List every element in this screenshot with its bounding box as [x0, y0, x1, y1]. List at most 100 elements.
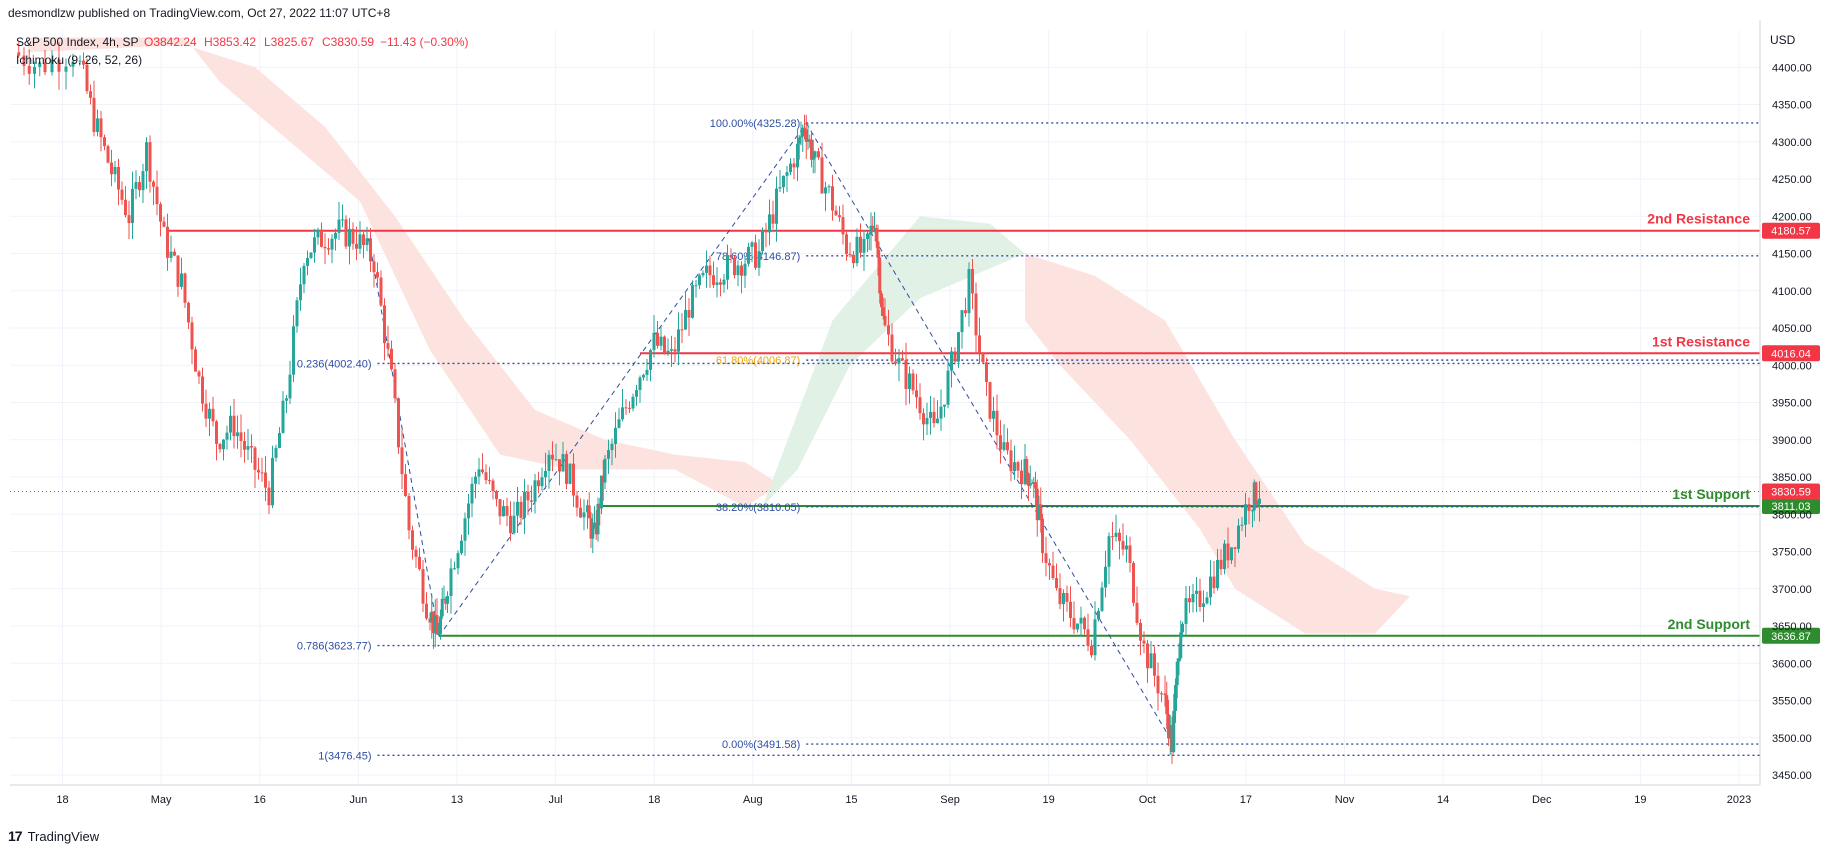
candle-up [337, 219, 341, 233]
candle-up [50, 59, 54, 73]
candle-up [1205, 597, 1209, 604]
candle-down [148, 142, 152, 182]
candle-up [236, 432, 239, 437]
high-value: H3853.42 [204, 35, 256, 49]
level-price-tag [1762, 222, 1820, 239]
level-name: 2nd Resistance [1647, 211, 1750, 227]
x-tick-label: 18 [56, 794, 68, 806]
candle-up [600, 475, 603, 509]
candle-down [1009, 450, 1013, 472]
low-value: L3825.67 [264, 35, 314, 49]
candle-down [663, 336, 666, 353]
candle-up [811, 157, 815, 160]
candle-up [222, 439, 225, 450]
chart-axes: 4400.00 4350.00 4300.00 4250.00 4200.00 4150.… [10, 20, 1812, 806]
candle-up [603, 458, 607, 483]
candle-down [565, 454, 568, 484]
candle-down [1090, 645, 1093, 656]
candle-down [218, 443, 222, 450]
candle-down [1128, 545, 1132, 563]
open-value: O3842.24 [144, 35, 197, 49]
candle-down [1212, 576, 1216, 589]
candle-down [386, 343, 390, 349]
level-price-label: 3811.03 [1772, 501, 1811, 513]
candle-down [190, 322, 194, 350]
candle-up [292, 326, 295, 375]
candle-down [390, 348, 393, 370]
y-tick-label: 3500.00 [1772, 733, 1812, 745]
candle-up [1202, 603, 1205, 607]
candle-down [99, 118, 103, 138]
candle-up [208, 408, 211, 419]
candle-down [411, 530, 414, 550]
candle-down [1233, 547, 1237, 549]
candle-up [288, 374, 292, 399]
candle-up [145, 142, 148, 172]
candle-down [1058, 588, 1062, 605]
candle-down [598, 503, 602, 509]
candle-up [1191, 593, 1195, 603]
candle-up [939, 406, 943, 419]
candle-down [1163, 693, 1167, 696]
candle-down [848, 253, 852, 255]
currency-label: USD [1770, 33, 1796, 47]
candle-down [708, 265, 712, 276]
candle-up [1181, 623, 1184, 633]
fibonacci-levels: 100.00%(4325.28)78.60%(4146.87)61.80%(40… [297, 118, 1760, 762]
candle-down [1167, 714, 1170, 739]
candle-up [180, 273, 183, 287]
candle-up [782, 175, 785, 188]
candle-up [330, 238, 334, 250]
candle-down [194, 349, 197, 372]
candle-up [992, 410, 995, 419]
candle-up [631, 396, 635, 409]
candle-up [1244, 504, 1247, 525]
candle-down [215, 421, 218, 444]
candle-up [1168, 725, 1172, 739]
candle-up [442, 598, 446, 600]
y-tick-label: 3950.00 [1772, 398, 1812, 410]
candle-down [257, 469, 260, 473]
candle-up [1023, 458, 1027, 485]
candle-up [131, 188, 134, 224]
candle-up [801, 127, 805, 137]
candle-up [33, 66, 36, 74]
candle-down [1055, 577, 1058, 589]
candle-down [372, 261, 376, 273]
candle-down [974, 293, 978, 336]
x-tick-label: Jul [549, 794, 563, 806]
candle-down [397, 398, 400, 448]
candle-down [43, 62, 47, 73]
candle-up [470, 483, 474, 504]
candle-up [334, 232, 337, 239]
candle-down [1132, 562, 1135, 603]
candle-down [425, 603, 428, 619]
candle-down [85, 64, 89, 92]
candle-down [488, 480, 491, 482]
candle-up [726, 254, 729, 280]
candle-up [591, 524, 595, 539]
candle-up [873, 228, 876, 230]
candle-down [27, 65, 31, 74]
candle-up [593, 522, 596, 525]
candle-down [820, 157, 824, 194]
candle-up [596, 503, 600, 535]
candle-up [1209, 576, 1212, 598]
candle-up [313, 237, 316, 253]
candle-down [656, 332, 659, 346]
chart-grid [10, 30, 1760, 785]
candle-down [1027, 473, 1030, 486]
candle-up [437, 634, 441, 636]
candle-down [1156, 675, 1160, 694]
candle-down [740, 265, 743, 276]
change-value: −11.43 (−0.30%) [380, 35, 469, 49]
candle-up [824, 187, 827, 194]
candle-up [1037, 504, 1041, 521]
y-tick-label: 4250.00 [1772, 174, 1812, 186]
candle-down [103, 137, 106, 147]
candle-up [1230, 547, 1233, 561]
candle-up [1093, 619, 1097, 656]
candle-down [106, 146, 110, 163]
x-tick-label: 17 [1240, 794, 1252, 806]
